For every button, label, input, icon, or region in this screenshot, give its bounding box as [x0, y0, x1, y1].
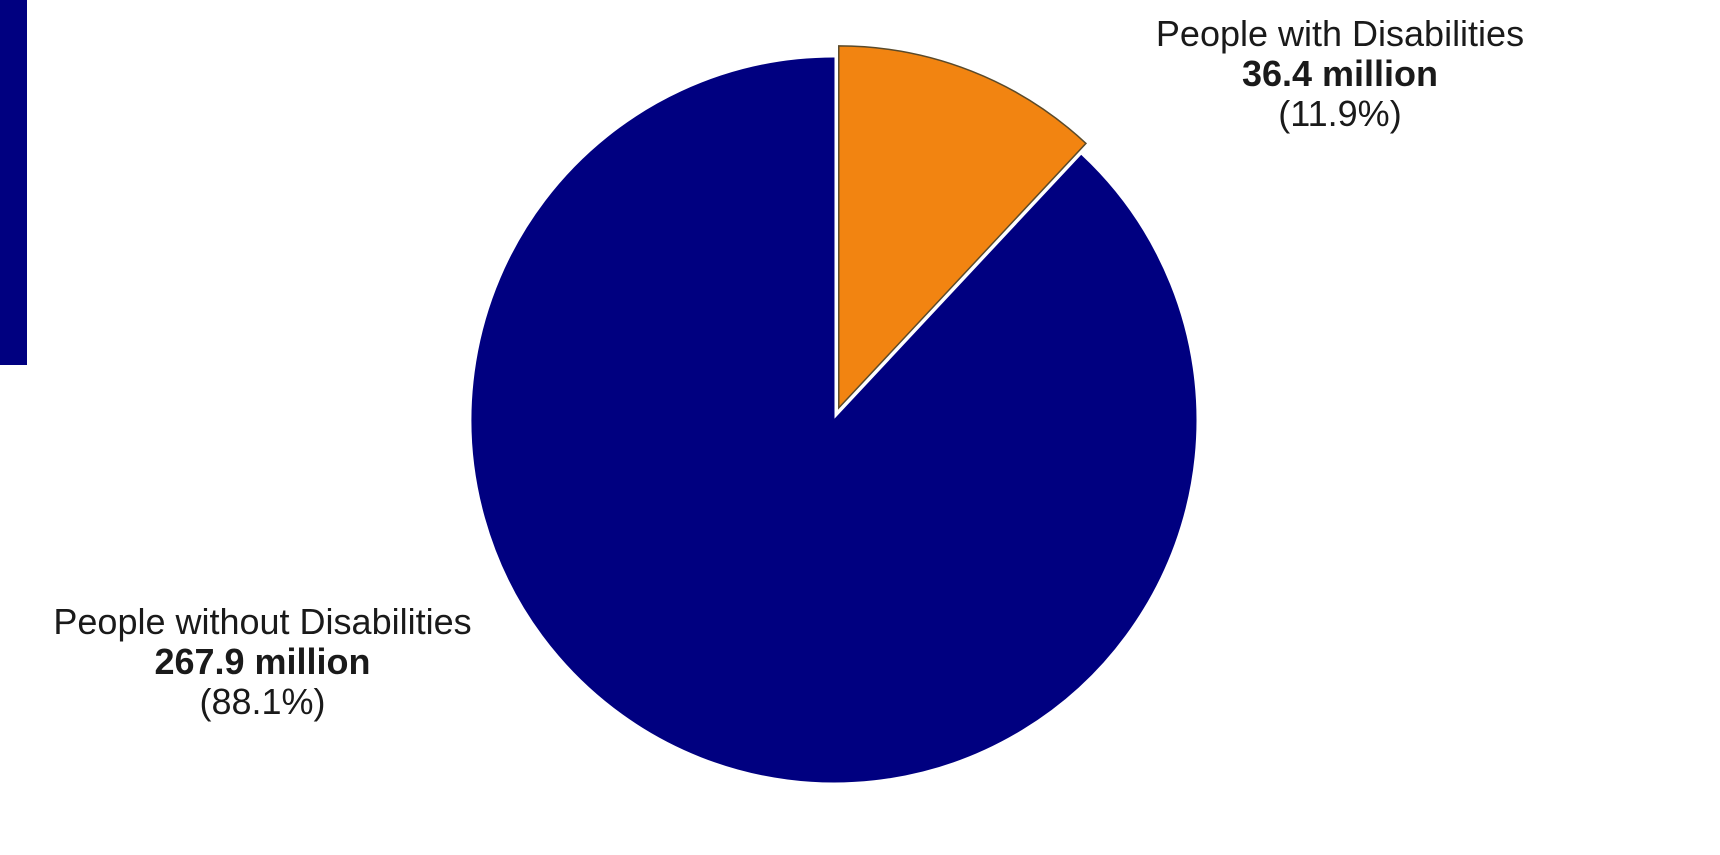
label-people-without-disabilities: People without Disabilities 267.9 millio… [0, 602, 525, 722]
label-people-with-disabilities: People with Disabilities 36.4 million (1… [1110, 14, 1570, 134]
slice-name: People without Disabilities [53, 601, 472, 642]
slice-value: 36.4 million [1241, 53, 1439, 94]
pie-slice-without-disabilities [471, 57, 1197, 783]
slice-percent: (11.9%) [1278, 93, 1402, 134]
slice-value: 267.9 million [154, 641, 371, 682]
accent-bar [0, 0, 27, 365]
slice-name: People with Disabilities [1155, 13, 1525, 54]
pie-slice-with-disabilities [838, 45, 1088, 410]
slice-percent: (88.1%) [199, 681, 326, 722]
